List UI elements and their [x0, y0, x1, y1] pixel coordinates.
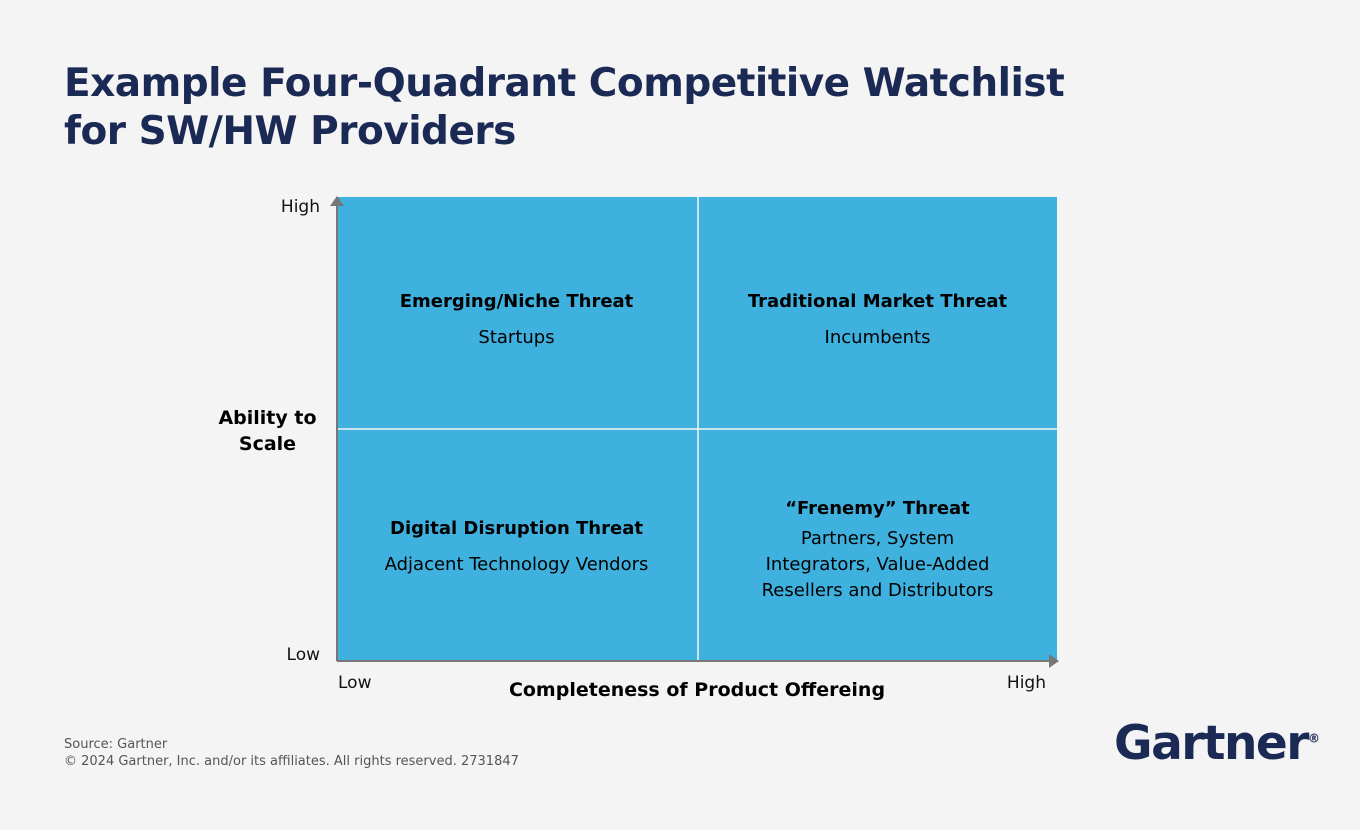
y-low: Low: [286, 645, 320, 665]
quadrant-description: Resellers and Distributors: [761, 580, 994, 601]
page-title: Example Four-Quadrant Competitive Watchl…: [64, 60, 1065, 156]
y-arrow: [330, 196, 344, 206]
title-line: for SW/HW Providers: [64, 109, 516, 154]
y-high: High: [280, 197, 320, 217]
y-title-text: Ability to Scale: [218, 407, 317, 455]
source: Source: Gartner: [64, 737, 168, 752]
logo: Gartner®: [1114, 716, 1320, 771]
quadrant-description: Incumbents: [824, 327, 931, 348]
quadrant-title: “Frenemy” Threat: [785, 498, 970, 519]
quadrant-title: Digital Disruption Threat: [390, 518, 643, 539]
quadrant: Traditional Market Threat Incumbents: [698, 197, 1057, 428]
logo-text: Gartner: [1114, 716, 1309, 771]
copyright: © 2024 Gartner, Inc. and/or its affiliat…: [64, 754, 519, 769]
logo-mark: ®: [1307, 731, 1320, 746]
title-line: Example Four-Quadrant Competitive Watchl…: [64, 61, 1065, 106]
quadrant: “Frenemy” Threat Partners, System Integrat…: [698, 430, 1057, 661]
footer: Source: Gartner © 2024 Gartner, Inc. and…: [64, 736, 519, 770]
y-axis-title: Ability to Scale: [200, 405, 335, 457]
quadrant-description: Startups: [478, 327, 555, 348]
quadrant-title: Emerging/Niche Threat: [399, 291, 634, 312]
quadrant-description: Partners, System: [800, 528, 955, 549]
quadrant-description: Adjacent Technology Vendors: [384, 554, 649, 575]
quadrant: Emerging/Niche Threat Startups: [337, 197, 696, 428]
quadrant-title: Traditional Market Threat: [747, 291, 1008, 312]
x-axis-title: Completeness of Product Offereing: [508, 679, 886, 701]
x-arrow: [1049, 654, 1059, 668]
quadrant: Digital Disruption Threat Adjacent Techno…: [337, 430, 696, 661]
x-low: Low: [338, 673, 372, 693]
quadrant-description: Integrators, Value-Added: [765, 554, 990, 575]
x-high: High: [1006, 673, 1046, 693]
